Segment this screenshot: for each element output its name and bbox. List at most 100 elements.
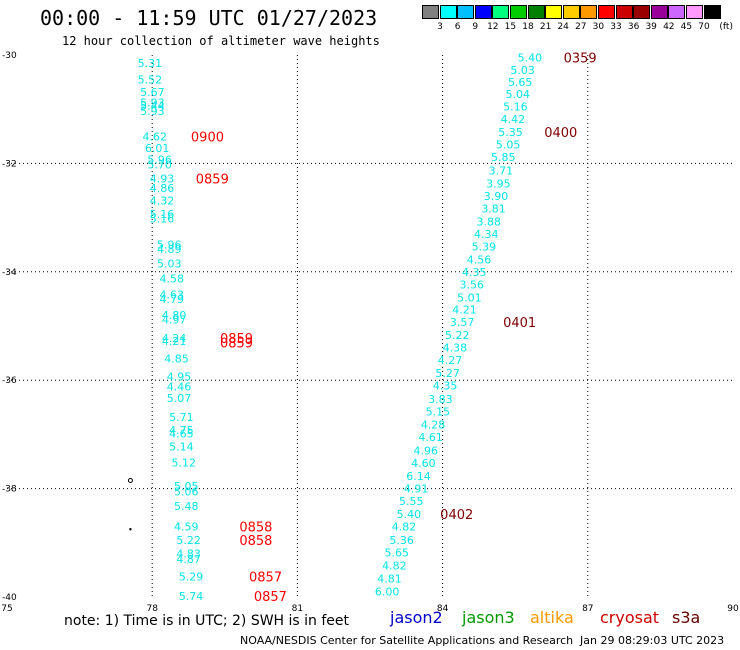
legend-swatch (668, 5, 686, 19)
legend-swatch (686, 5, 703, 19)
island-marker (129, 528, 132, 531)
x-tick-label: 84 (437, 604, 449, 614)
wave-height-label: 4.46 (167, 381, 192, 394)
credit-line: NOAA/NESDIS Center for Satellite Applica… (240, 634, 574, 647)
wave-height-label: 5.29 (179, 570, 204, 583)
wave-height-label: 5.15 (426, 406, 451, 419)
wave-height-label: 4.91 (404, 483, 429, 496)
satellite-label-s3a: s3a (672, 608, 701, 627)
y-tick-label: -32 (2, 159, 17, 169)
pass-time-label: 0859 (220, 336, 253, 351)
wave-height-label: 4.28 (421, 419, 446, 432)
x-tick-label: 75 (1, 604, 12, 614)
timestamp: Jan 29 08:29:03 UTC 2023 (580, 634, 725, 647)
pass-time-label: 0859 (196, 173, 229, 188)
legend-swatch (439, 5, 457, 19)
wave-height-label: 5.35 (498, 126, 523, 139)
wave-height-label: 5.04 (506, 88, 531, 101)
legend-label: 3 (437, 22, 443, 32)
wave-height-label: 4.32 (150, 194, 175, 207)
wave-height-label: 5.05 (496, 138, 520, 151)
figure-title: 00:00 - 11:59 UTC 01/27/2023 (40, 6, 378, 30)
legend-swatch (422, 5, 439, 19)
legend-label: 24 (557, 22, 569, 32)
wave-height-label: 4.65 (169, 427, 194, 440)
wave-height-label: 5.48 (174, 500, 199, 513)
y-tick-label: -38 (2, 485, 17, 495)
wave-height-label: 5.55 (399, 495, 424, 508)
legend-label: 9 (472, 22, 479, 32)
wave-height-label: 6.01 (145, 142, 170, 155)
wave-height-label: 5.12 (172, 457, 197, 470)
wave-height-label: 4.93 (150, 173, 175, 186)
wave-height-label: 4.80 (162, 309, 187, 322)
satellite-label-cryosat: cryosat (600, 608, 660, 627)
legend-swatch (457, 5, 475, 19)
legend-label: 42 (663, 22, 675, 32)
wave-height-label: 5.65 (385, 547, 410, 560)
pass-time-label: 0858 (239, 521, 272, 536)
wave-height-label: 4.56 (467, 253, 492, 266)
pass-time-label: 0401 (503, 316, 536, 331)
wave-height-label: 4.60 (411, 457, 436, 470)
wave-height-label: 5.74 (179, 590, 204, 603)
wave-height-label: 4.96 (414, 445, 439, 458)
wave-height-label: 5.01 (457, 291, 482, 304)
wave-height-label: 5.22 (176, 534, 201, 547)
wave-height-label: 3.90 (484, 190, 509, 203)
legend-label: 33 (610, 22, 622, 32)
pass-time-label: 0857 (254, 590, 287, 605)
wave-height-label: 4.81 (377, 573, 402, 586)
wave-height-label: 5.96 (147, 154, 172, 167)
wave-height-label: 4.83 (176, 548, 201, 561)
wave-height-label: 4.63 (159, 289, 184, 302)
wave-height-label: 3.56 (460, 278, 485, 291)
x-tick-label: 81 (292, 604, 303, 614)
wave-height-label: 4.35 (433, 380, 458, 393)
legend-swatch (650, 5, 668, 19)
wave-height-label: 5.16 (150, 208, 175, 221)
wave-height-label: 5.70 (147, 158, 172, 171)
wave-height-label: 5.71 (169, 411, 194, 424)
legend-swatch (633, 5, 651, 19)
wave-height-label: 4.85 (164, 353, 189, 366)
legend-swatch (562, 5, 580, 19)
legend-label: 45 (680, 22, 693, 32)
wave-height-label: 5.85 (491, 151, 516, 164)
legend-swatch (598, 5, 615, 19)
legend-label: 36 (627, 22, 640, 32)
wave-height-label: 5.52 (138, 73, 163, 86)
wave-height-label: 5.65 (508, 76, 533, 89)
wave-height-label: 4.82 (392, 521, 417, 534)
wave-height-label: 5.05 (174, 480, 199, 493)
legend-label: 39 (645, 22, 657, 32)
wave-height-label: 5.93 (140, 97, 165, 110)
wave-height-label: 5.16 (503, 100, 527, 113)
wave-height-label: 4.42 (501, 113, 526, 126)
legend-label: 6 (454, 22, 461, 32)
wave-height-label: 3.81 (481, 202, 506, 215)
legend-swatch (615, 5, 633, 19)
wave-height-label: 5.40 (518, 52, 543, 65)
wave-height-label: 3.71 (489, 164, 513, 177)
legend-label: 12 (487, 22, 499, 32)
wave-height-label: 4.58 (159, 272, 184, 285)
wave-height-label: 4.59 (174, 521, 199, 534)
wave-height-label: 3.88 (476, 215, 501, 228)
wave-height-label: 5.31 (138, 57, 163, 70)
wave-height-label: 5.14 (169, 440, 194, 453)
wave-height-label: 5.03 (510, 64, 535, 77)
y-tick-label: -30 (2, 51, 17, 61)
legend-swatch (510, 5, 527, 19)
legend-unit: (ft) (719, 22, 733, 32)
y-tick-label: -34 (2, 268, 17, 278)
wave-height-label: 5.39 (472, 240, 497, 253)
wave-height-label: 6.14 (406, 470, 431, 483)
pass-time-label: 0859 (220, 332, 253, 347)
island-marker (127, 477, 133, 483)
wave-height-label: 5.07 (167, 392, 192, 405)
wave-height-label: 4.97 (162, 313, 187, 326)
wave-height-label: 4.38 (443, 342, 468, 355)
